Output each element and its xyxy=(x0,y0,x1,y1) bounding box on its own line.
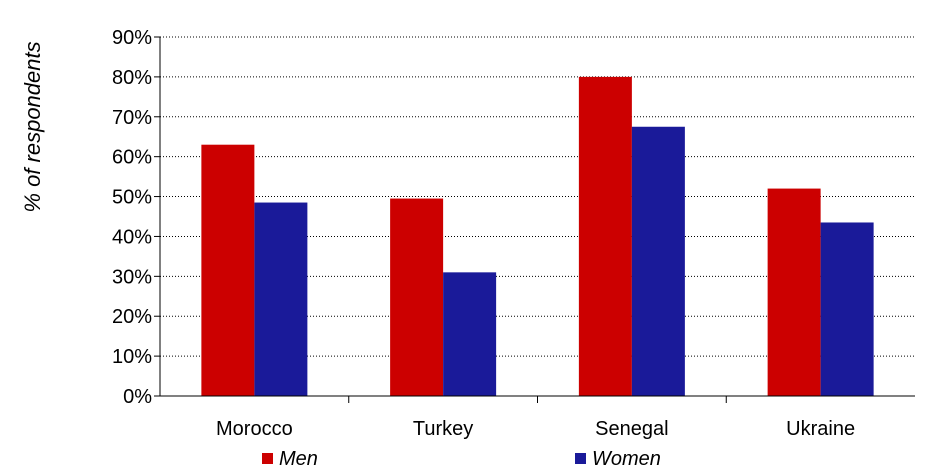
bar-men-ukraine xyxy=(767,188,821,396)
bars xyxy=(201,76,874,396)
bar-women-morocco xyxy=(254,202,308,396)
y-tick-label: 40% xyxy=(112,226,152,248)
y-tick-label: 90% xyxy=(112,27,152,49)
x-tick-label: Senegal xyxy=(595,418,668,440)
y-tick-label: 30% xyxy=(112,266,152,288)
bar-women-senegal xyxy=(631,126,685,396)
x-tick-label: Ukraine xyxy=(786,418,855,440)
y-axis-label: % of respondents xyxy=(20,41,45,212)
legend-label-men: Men xyxy=(279,448,318,470)
y-tick-label: 10% xyxy=(112,346,152,368)
bar-women-turkey xyxy=(443,272,497,396)
y-tick-label: 0% xyxy=(123,386,152,408)
y-tick-labels: 0% 10% 20% 30% 40% 50% 60% 70% 80% 90% xyxy=(112,27,152,408)
bar-men-turkey xyxy=(390,198,444,396)
bar-women-ukraine xyxy=(820,222,874,396)
bar-men-morocco xyxy=(201,144,255,396)
y-tick-label: 70% xyxy=(112,107,152,129)
x-tick-labels: Morocco Turkey Senegal Ukraine xyxy=(216,396,855,440)
bar-men-senegal xyxy=(578,76,632,396)
y-tick-label: 50% xyxy=(112,187,152,209)
y-tick-label: 60% xyxy=(112,147,152,169)
legend-swatch-men xyxy=(262,453,273,464)
x-tick-label: Turkey xyxy=(413,418,473,440)
legend: Men Women xyxy=(262,448,661,470)
y-tick-label: 20% xyxy=(112,306,152,328)
y-tick-label: 80% xyxy=(112,67,152,89)
legend-swatch-women xyxy=(575,453,586,464)
legend-label-women: Women xyxy=(592,448,661,470)
x-tick-label: Morocco xyxy=(216,418,293,440)
gridlines xyxy=(154,36,915,397)
